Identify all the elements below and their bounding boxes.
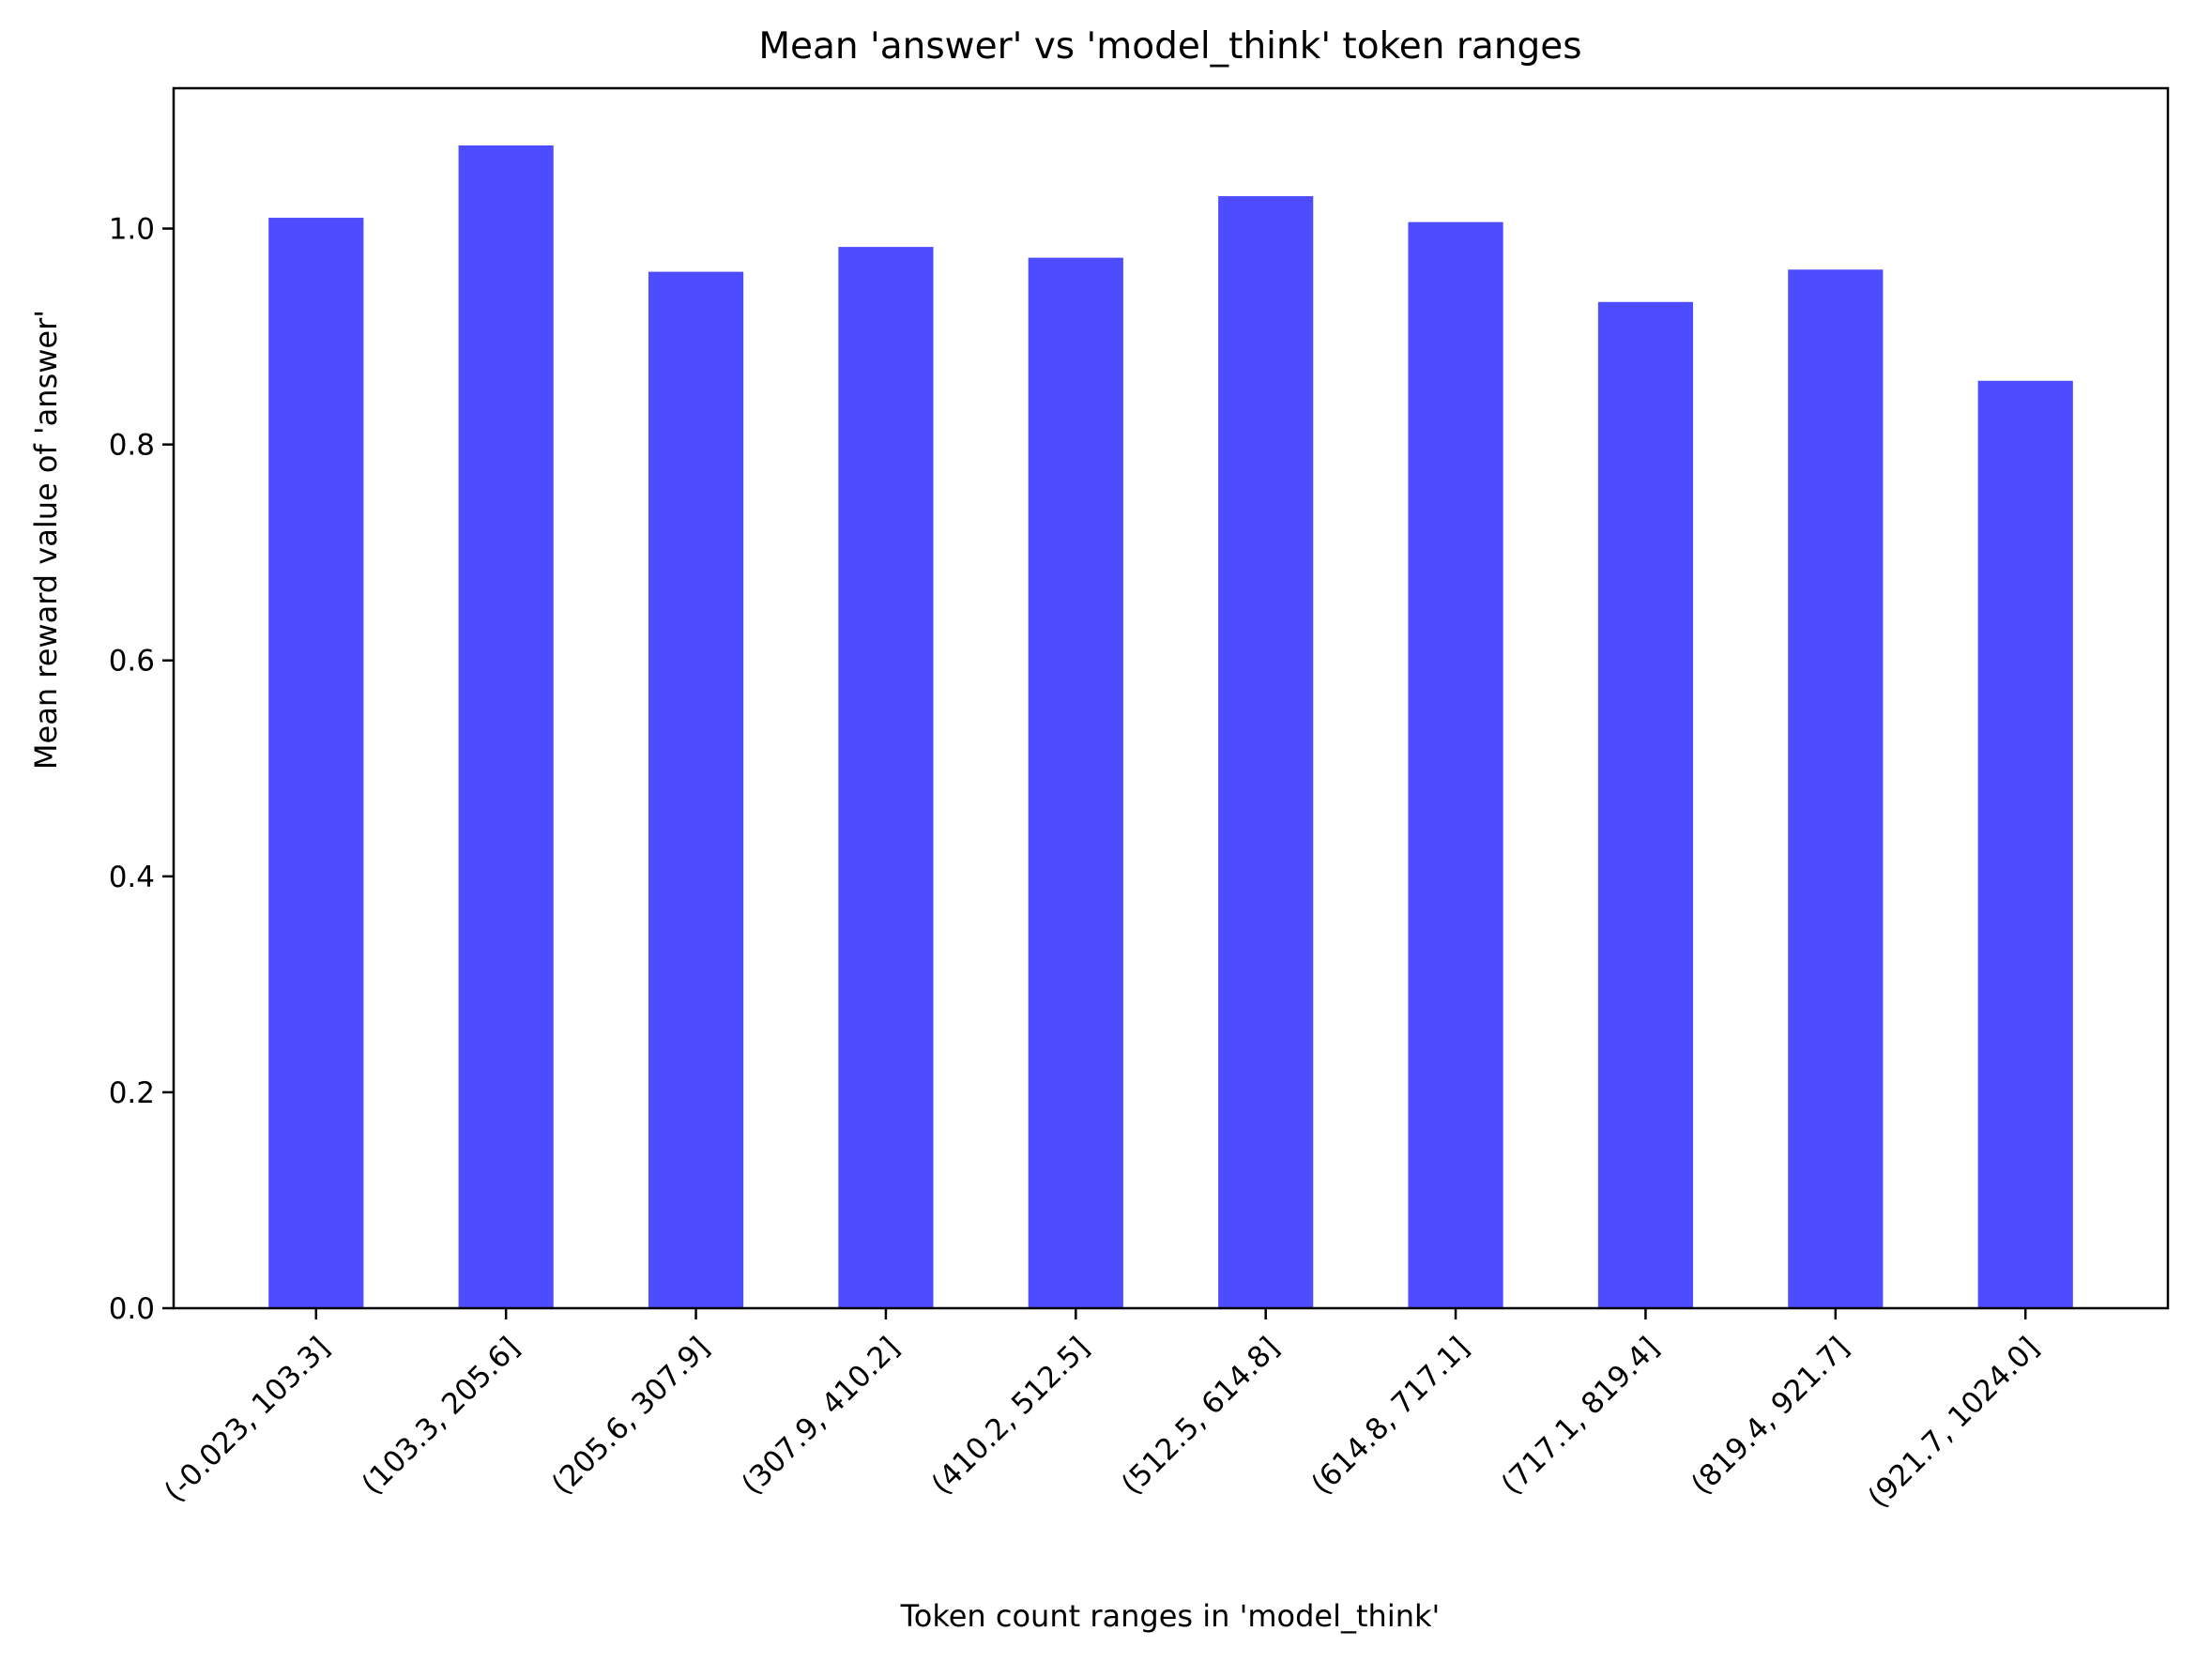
bar-2 bbox=[458, 145, 554, 1309]
bar-5 bbox=[1028, 257, 1123, 1308]
y-tick-label: 0.2 bbox=[109, 1076, 155, 1110]
bar-4 bbox=[838, 247, 934, 1309]
bar-10 bbox=[1977, 380, 2073, 1308]
x-tick-label: (410.2, 512.5] bbox=[925, 1331, 1096, 1502]
y-axis-label: Mean reward value of 'answer' bbox=[28, 310, 64, 770]
y-axis: 0.0 0.2 0.4 0.6 0.8 1.0 bbox=[109, 213, 174, 1326]
bar-6 bbox=[1218, 196, 1314, 1309]
x-tick-label: (-0.023, 103.3] bbox=[158, 1331, 336, 1509]
chart-title: Mean 'answer' vs 'model_think' token ran… bbox=[758, 25, 1581, 68]
bars-layer bbox=[268, 145, 2073, 1309]
y-tick-label: 0.0 bbox=[109, 1292, 155, 1326]
x-axis: (-0.023, 103.3] (103.3, 205.6] (205.6, 307… bbox=[158, 1308, 2046, 1515]
x-tick-label: (307.9, 410.2] bbox=[735, 1331, 906, 1502]
plot-frame bbox=[172, 86, 2170, 1310]
bar-7 bbox=[1408, 221, 1503, 1308]
bar-8 bbox=[1597, 301, 1694, 1308]
y-tick-label: 0.6 bbox=[109, 645, 155, 679]
y-tick-label: 0.4 bbox=[109, 861, 155, 894]
x-axis-label: Token count ranges in 'model_think' bbox=[900, 1598, 1441, 1634]
x-tick-label: (921.7, 1024.0] bbox=[1862, 1331, 2046, 1515]
y-tick-label: 1.0 bbox=[109, 213, 155, 247]
x-tick-label: (512.5, 614.8] bbox=[1115, 1331, 1286, 1502]
x-tick-label: (205.6, 307.9] bbox=[545, 1331, 716, 1502]
x-tick-label: (103.3, 205.6] bbox=[356, 1331, 526, 1502]
x-tick-label: (717.1, 819.4] bbox=[1495, 1331, 1666, 1502]
bar-1 bbox=[268, 218, 364, 1308]
y-tick-label: 0.8 bbox=[109, 429, 155, 463]
x-tick-label: (819.4, 921.7] bbox=[1685, 1331, 1855, 1502]
x-tick-label: (614.8, 717.1] bbox=[1305, 1331, 1476, 1502]
bar-9 bbox=[1788, 269, 1884, 1309]
bar-3 bbox=[648, 271, 744, 1309]
